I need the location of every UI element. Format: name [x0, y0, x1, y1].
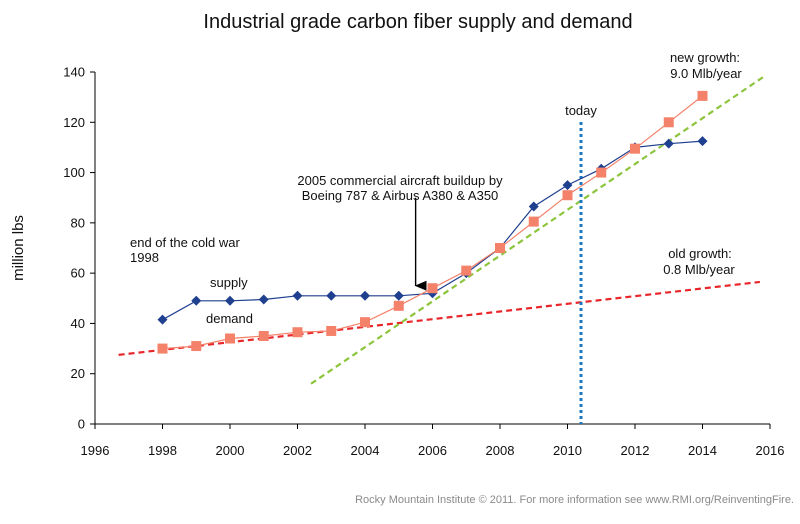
x-tick-label: 1998	[148, 443, 177, 458]
supply-point	[258, 294, 269, 305]
y-tick-label: 140	[63, 65, 85, 80]
y-tick-label: 20	[71, 366, 85, 381]
supply-point	[393, 290, 404, 301]
x-tick-label: 2014	[688, 443, 717, 458]
supply-point	[225, 295, 235, 306]
x-tick-label: 2002	[283, 443, 312, 458]
footer-credit: Rocky Mountain Institute © 2011. For mor…	[355, 494, 794, 506]
supply-series-label: supply	[210, 275, 248, 290]
demand-point	[393, 300, 404, 311]
x-tick-label: 2012	[621, 443, 650, 458]
demand-point	[697, 90, 708, 101]
demand-series-label: demand	[206, 311, 253, 326]
y-axis-label: million lbs	[10, 215, 27, 281]
supply-point	[326, 290, 337, 301]
supply-point	[562, 180, 573, 191]
demand-point	[596, 167, 607, 178]
demand-point	[360, 317, 370, 328]
old-growth-label-line1: old growth:	[668, 246, 732, 261]
cold-war-annotation-line2: 1998	[130, 250, 159, 265]
supply-point	[292, 290, 303, 301]
x-tick-label: 2010	[553, 443, 582, 458]
demand-point	[225, 333, 235, 344]
chart-title: Industrial grade carbon fiber supply and…	[203, 11, 632, 33]
new-growth-label-line1: new growth:	[670, 50, 740, 65]
x-tick-label: 2016	[756, 443, 785, 458]
old-growth-label-line2: 0.8 Mlb/year	[663, 262, 735, 277]
y-tick-label: 0	[78, 417, 85, 432]
cold-war-annotation-line1: end of the cold war	[130, 235, 241, 250]
trendlines	[118, 76, 764, 385]
demand-point	[326, 325, 337, 336]
new-growth-trendline	[310, 76, 764, 385]
supply-point	[663, 138, 674, 149]
new-growth-label-line2: 9.0 Mlb/year	[670, 66, 742, 81]
demand-point	[292, 327, 303, 338]
demand-point	[528, 216, 539, 227]
y-tick-label: 100	[63, 165, 85, 180]
demand-point	[562, 190, 573, 201]
x-tick-label: 2004	[351, 443, 380, 458]
old-growth-trendline	[118, 280, 760, 356]
demand-point	[427, 283, 438, 294]
y-tick-label: 80	[71, 215, 85, 230]
demand-point	[461, 265, 472, 276]
demand-point	[258, 331, 269, 341]
x-tick-label: 1996	[81, 443, 110, 458]
supply-point	[697, 136, 708, 147]
y-tick-label: 40	[71, 316, 85, 331]
y-tick-label: 120	[63, 115, 85, 130]
series-markers	[157, 90, 708, 354]
x-tick-label: 2008	[486, 443, 515, 458]
supply-point	[360, 290, 370, 301]
supply-point	[157, 314, 168, 325]
demand-point	[663, 117, 674, 128]
x-tick-label: 2000	[216, 443, 245, 458]
demand-point	[157, 343, 168, 354]
aircraft-annotation-line2: Boeing 787 & Airbus A380 & A350	[302, 188, 499, 203]
demand-point	[630, 143, 640, 154]
supply-point	[191, 295, 202, 306]
aircraft-annotation-line1: 2005 commercial aircraft buildup by	[297, 173, 503, 188]
axes: 0 20 40 60 80 100 120 140 1996 1998 2000 2002 2004 20…	[63, 65, 784, 459]
demand-point	[495, 243, 505, 253]
x-tick-label: 2006	[418, 443, 447, 458]
y-tick-label: 60	[71, 266, 85, 281]
demand-point	[191, 341, 202, 352]
supply-point	[528, 201, 539, 212]
today-label: today	[565, 103, 597, 118]
today-marker: today	[565, 103, 597, 424]
